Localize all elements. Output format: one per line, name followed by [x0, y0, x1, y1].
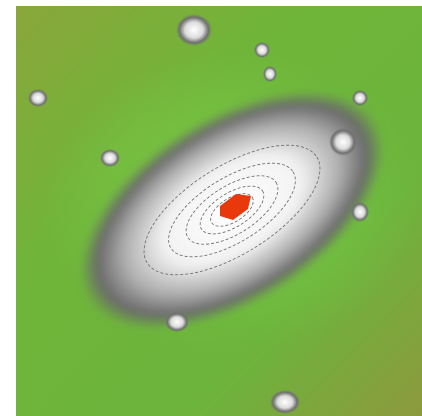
galaxy-core	[220, 194, 251, 220]
stars	[28, 14, 369, 414]
